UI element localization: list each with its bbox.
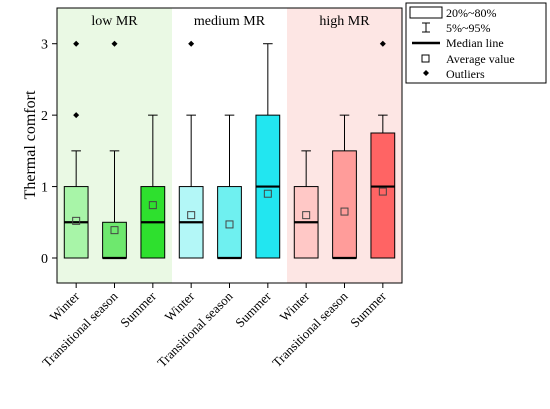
- mean-marker: [263, 189, 272, 198]
- legend-mean-swatch: [421, 54, 430, 63]
- box-body: [102, 221, 127, 259]
- box-item: [63, 40, 89, 259]
- legend-box-swatch: [409, 6, 443, 19]
- box-item: [217, 114, 242, 260]
- mean-marker: [302, 211, 311, 220]
- outlier-point: [188, 40, 195, 47]
- legend-median-label: Median line: [446, 36, 504, 50]
- legend-whisker-swatch: [422, 22, 430, 33]
- y-tick-label: 1: [41, 181, 48, 196]
- x-tick-label: Winter: [277, 288, 313, 324]
- box-body: [332, 150, 357, 259]
- box-item: [255, 43, 281, 259]
- legend: 20%~80% 5%~95% Median line Average value…: [405, 2, 547, 84]
- outlier-point: [73, 40, 80, 47]
- mean-marker: [340, 207, 349, 216]
- mean-marker: [110, 226, 119, 235]
- y-axis-label: Thermal comfort: [22, 90, 39, 199]
- y-axis: 0 1 2 3: [41, 38, 57, 267]
- mean-marker: [72, 216, 81, 225]
- legend-whisker-label: 5%~95%: [446, 21, 490, 35]
- box-item: [293, 150, 319, 259]
- mean-marker: [148, 201, 157, 210]
- group-title: high MR: [319, 14, 370, 29]
- x-tick-label: Summer: [347, 288, 389, 330]
- box-item: [102, 40, 127, 260]
- outlier-point: [379, 40, 386, 47]
- y-tick-label: 2: [41, 109, 48, 124]
- x-tick-label: Summer: [232, 288, 274, 330]
- group-title: low MR: [91, 14, 138, 29]
- y-tick-label: 3: [41, 38, 48, 53]
- x-tick-label: Summer: [117, 288, 159, 330]
- box-item: [140, 114, 166, 259]
- x-tick-label: Winter: [162, 288, 198, 324]
- mean-marker: [187, 211, 196, 220]
- group-title: medium MR: [194, 14, 266, 29]
- legend-mean-label: Average value: [446, 52, 515, 66]
- box-item: [332, 114, 357, 260]
- mean-marker: [225, 220, 234, 229]
- legend-outlier-label: Outliers: [446, 67, 485, 81]
- mean-marker: [378, 187, 387, 196]
- y-tick-label: 0: [41, 252, 48, 267]
- outlier-point: [73, 112, 80, 119]
- legend-box-label: 20%~80%: [446, 6, 496, 20]
- box-item: [178, 40, 204, 259]
- box-item: [370, 40, 396, 259]
- legend-outlier-swatch: [423, 70, 429, 76]
- outlier-point: [111, 40, 118, 47]
- x-tick-label: Winter: [47, 288, 83, 324]
- boxes-layer: [63, 40, 396, 260]
- box-body: [217, 186, 242, 259]
